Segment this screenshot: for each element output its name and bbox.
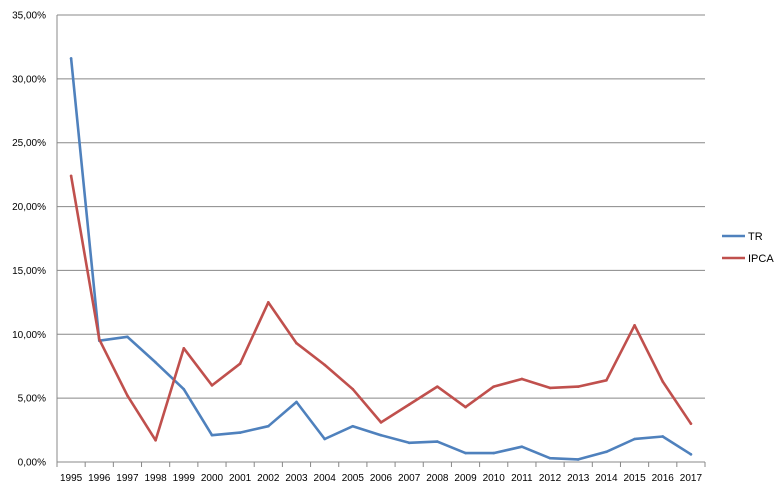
legend-label-tr: TR <box>748 231 763 243</box>
x-tick-label: 2009 <box>454 473 477 484</box>
data-point-tr <box>492 451 495 455</box>
x-tick-label: 2005 <box>342 473 365 484</box>
x-tick-label: 2015 <box>623 473 646 484</box>
x-tick-label: 2010 <box>483 473 506 484</box>
x-tick-label: 2001 <box>229 473 252 484</box>
data-point-tr <box>605 450 608 454</box>
series-line-tr <box>69 57 693 461</box>
y-tick-label: 5,00% <box>18 394 46 405</box>
data-point-ipca <box>464 405 467 409</box>
data-point-ipca <box>379 421 383 424</box>
x-tick-label: 2012 <box>539 473 562 484</box>
data-point-ipca <box>210 384 214 387</box>
series-line-ipca <box>69 174 693 442</box>
data-point-ipca <box>407 403 411 406</box>
series-lines <box>69 57 693 461</box>
data-point-ipca <box>436 385 439 388</box>
data-point-ipca <box>351 387 355 391</box>
data-point-tr <box>379 433 383 437</box>
data-point-tr <box>436 440 439 443</box>
data-point-ipca <box>520 377 524 381</box>
x-axis-tick-labels: 1995 1996 1997 1998 1999 2000 2001 2002 2003 2004… <box>60 473 703 484</box>
data-point-tr <box>351 424 355 428</box>
y-tick-label: 20,00% <box>12 202 46 213</box>
data-point-ipca <box>182 347 186 350</box>
x-tick-label: 2006 <box>370 473 393 484</box>
x-tick-label: 2007 <box>398 473 421 484</box>
y-tick-label: 15,00% <box>12 266 46 277</box>
x-tick-label: 2000 <box>201 473 224 484</box>
x-axis <box>56 15 706 467</box>
data-point-tr <box>661 435 665 438</box>
data-point-tr <box>323 437 326 441</box>
x-tick-label: 1998 <box>144 473 167 484</box>
data-point-tr <box>407 441 411 445</box>
data-point-ipca <box>605 378 608 382</box>
data-point-ipca <box>689 422 693 425</box>
y-tick-label: 35,00% <box>12 11 46 22</box>
x-tick-label: 2013 <box>567 473 590 484</box>
data-point-ipca <box>576 385 580 388</box>
y-tick-label: 0,00% <box>18 458 46 469</box>
x-tick-label: 2004 <box>314 473 337 484</box>
legend-label-ipca: IPCA <box>748 253 774 265</box>
data-point-tr <box>520 445 524 448</box>
data-point-tr <box>267 424 270 428</box>
data-point-tr <box>633 437 636 441</box>
x-tick-label: 2003 <box>285 473 308 484</box>
data-point-tr <box>548 456 552 460</box>
x-tick-label: 2008 <box>426 473 449 484</box>
data-point-ipca <box>126 394 129 397</box>
x-tick-label: 1995 <box>60 473 83 484</box>
data-point-ipca <box>267 301 270 304</box>
gridlines <box>57 14 705 399</box>
legend: TR IPCA <box>722 231 774 265</box>
data-point-tr <box>295 400 298 404</box>
data-point-ipca <box>69 174 73 178</box>
y-tick-label: 25,00% <box>12 138 46 149</box>
data-point-tr <box>154 361 157 364</box>
data-point-ipca <box>633 324 636 327</box>
data-point-ipca <box>492 385 495 388</box>
data-point-ipca <box>323 363 326 367</box>
data-point-tr <box>210 433 214 437</box>
y-axis-tick-labels: 0,00% 5,00% 10,00% 15,00% 20,00% 25,00% 30,00%… <box>12 11 46 469</box>
data-point-ipca <box>97 338 101 341</box>
data-point-tr <box>576 458 580 461</box>
y-tick-label: 10,00% <box>12 330 46 341</box>
data-point-tr <box>182 387 186 391</box>
x-tick-label: 2011 <box>511 473 533 484</box>
data-point-tr <box>126 335 129 339</box>
data-point-ipca <box>154 438 157 442</box>
x-tick-label: 2002 <box>257 473 280 484</box>
x-tick-label: 1996 <box>88 473 111 484</box>
x-tick-label: 1997 <box>116 473 139 484</box>
x-tick-label: 2014 <box>595 473 618 484</box>
data-point-ipca <box>548 386 552 390</box>
data-point-ipca <box>295 341 298 345</box>
x-tick-label: 1999 <box>173 473 196 484</box>
data-point-ipca <box>238 362 242 365</box>
y-tick-label: 30,00% <box>12 74 46 85</box>
x-tick-label: 2017 <box>680 473 703 484</box>
data-point-tr <box>689 453 693 456</box>
data-point-tr <box>69 57 73 60</box>
x-tick-label: 2016 <box>652 473 675 484</box>
data-point-tr <box>238 431 242 434</box>
data-point-ipca <box>661 380 665 383</box>
data-point-tr <box>464 451 467 455</box>
